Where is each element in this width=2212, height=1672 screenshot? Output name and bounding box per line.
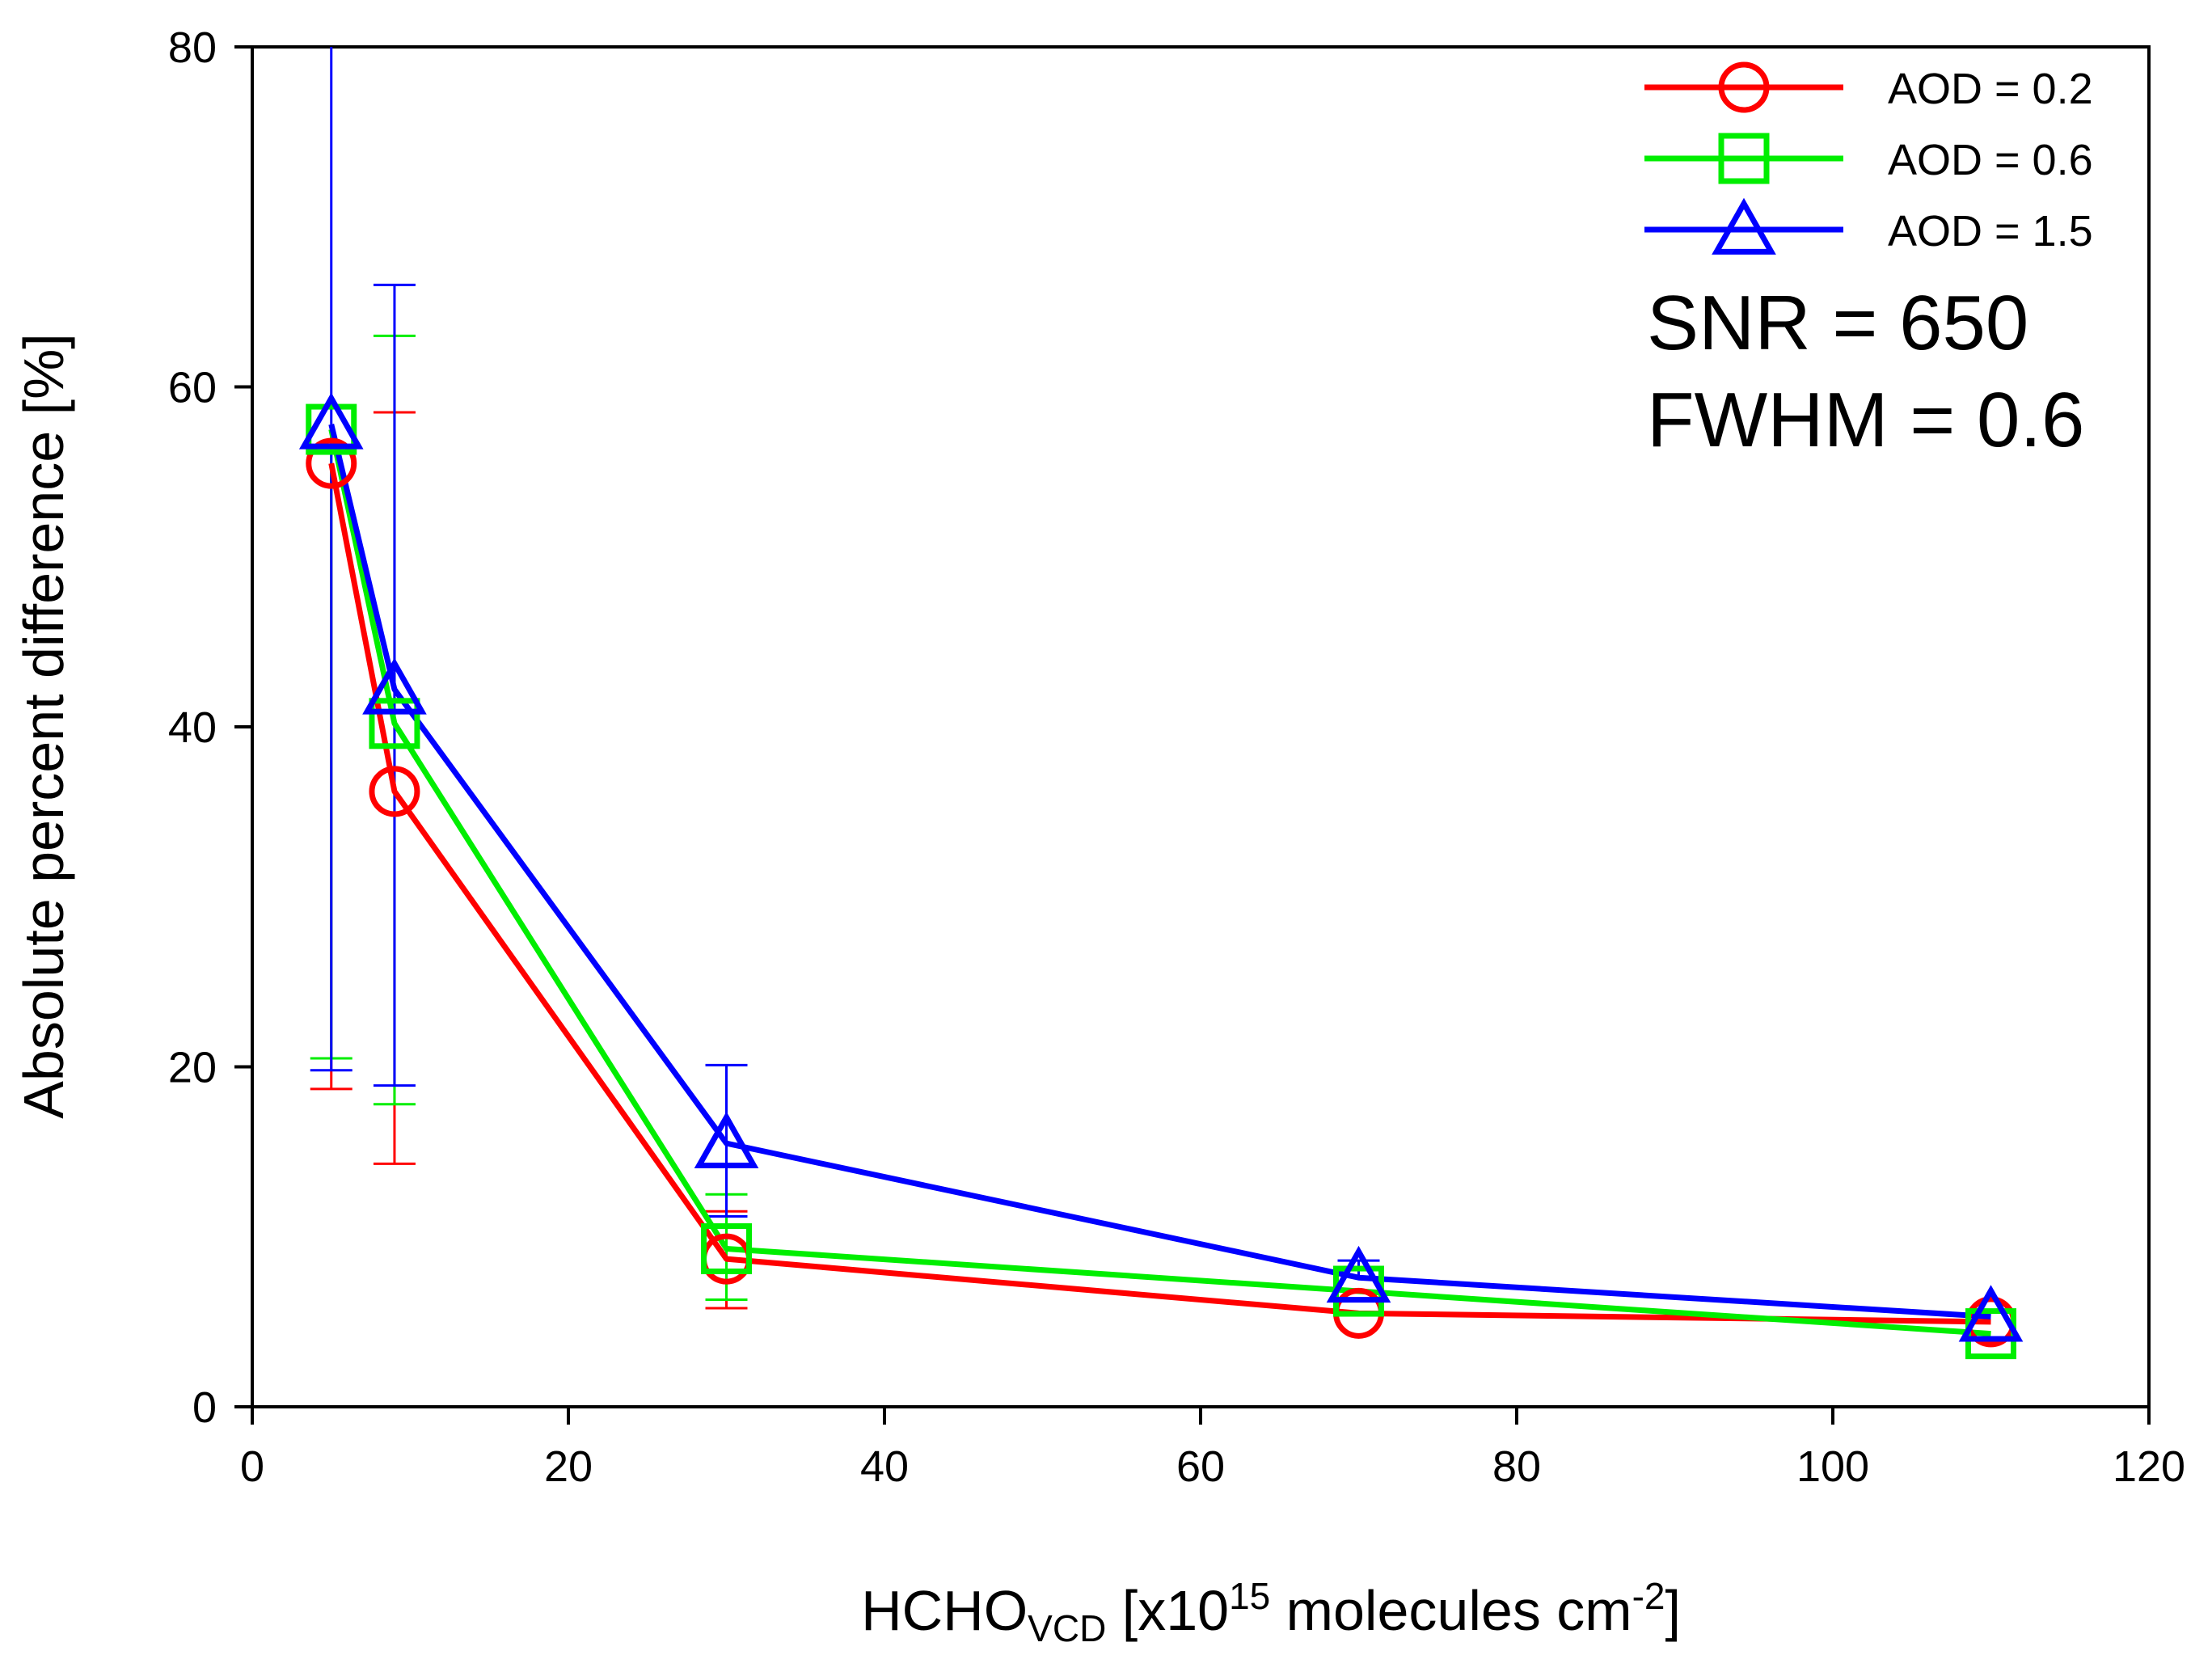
x-tick-label: 0 (240, 1442, 264, 1491)
legend-marker-circle (1718, 61, 1770, 113)
series-line-2 (328, 423, 1991, 1320)
plot-frame (251, 45, 2151, 1408)
x-axis-title-sup: 15 (1229, 1575, 1270, 1617)
data-point-square (701, 1222, 752, 1274)
data-point-triangle (298, 392, 364, 450)
data-point-triangle (1326, 1245, 1391, 1303)
x-tick-label: 40 (860, 1442, 909, 1491)
series-line-0 (328, 462, 1991, 1325)
y-axis-title: Absolute percent difference [%] (12, 333, 75, 1119)
x-axis-title-mid: [x10 (1106, 1579, 1229, 1642)
annotation-fwhm: FWHM = 0.6 (1647, 377, 2084, 463)
data-point-triangle (362, 657, 427, 715)
y-tick-label: 40 (168, 703, 217, 752)
data-point-triangle (1958, 1285, 2024, 1342)
y-tick-label: 80 (168, 23, 217, 72)
x-axis-title: HCHOVCD [x1015 molecules cm-2] (861, 1575, 1681, 1649)
y-tick-label: 20 (168, 1044, 217, 1092)
x-tick-label: 20 (544, 1442, 593, 1491)
x-tick-label: 80 (1492, 1442, 1541, 1491)
series-line-1 (328, 429, 1991, 1337)
legend-label: AOD = 0.2 (1888, 65, 2093, 113)
x-tick-label: 60 (1176, 1442, 1225, 1491)
data-point-circle (369, 766, 420, 817)
legend: AOD = 0.2 AOD = 0.6 AOD = 1.5 (1644, 61, 2093, 255)
y-tick-label: 60 (168, 364, 217, 412)
x-axis-title-sub: VCD (1028, 1607, 1106, 1649)
legend-label: AOD = 0.6 (1888, 136, 2093, 184)
error-bars (310, 47, 1380, 1310)
legend-marker-square (1718, 133, 1770, 184)
x-axis-title-sup2: -2 (1632, 1575, 1665, 1617)
legend-label: AOD = 1.5 (1888, 207, 2093, 255)
x-axis-title-end: ] (1665, 1579, 1680, 1642)
axes: 0 20 40 60 80 100 120 0 20 40 60 80 (168, 23, 2185, 1491)
series-markers (298, 392, 2024, 1360)
data-point-circle (306, 437, 357, 489)
series-lines (328, 423, 1991, 1337)
y-tick-label: 0 (192, 1383, 217, 1432)
x-tick-label: 120 (2113, 1442, 2185, 1491)
legend-marker-triangle (1712, 197, 1776, 255)
x-axis-title-rest: molecules cm (1270, 1579, 1632, 1642)
data-point-square (369, 698, 420, 749)
data-point-triangle (694, 1111, 759, 1168)
data-point-square (306, 403, 357, 455)
annotation-snr: SNR = 650 (1647, 280, 2028, 366)
x-tick-label: 100 (1796, 1442, 1869, 1491)
x-axis-title-main: HCHO (861, 1579, 1028, 1642)
